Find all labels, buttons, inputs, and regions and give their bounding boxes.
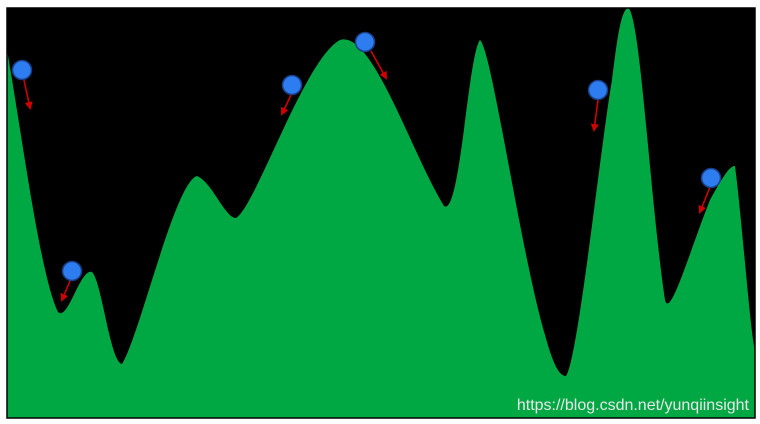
arrow-6 [698, 186, 711, 214]
plot-frame [6, 7, 756, 419]
arrow-4 [370, 50, 387, 80]
watermark-text: https://blog.csdn.net/yunqiinsight [517, 397, 750, 414]
ball-3 [281, 74, 303, 96]
arrow-2 [60, 280, 71, 302]
ball-1 [11, 59, 33, 81]
ball-2 [61, 260, 83, 282]
ball-5 [587, 79, 609, 101]
ball-6 [700, 167, 722, 189]
arrow-1 [23, 79, 33, 110]
arrows [23, 50, 711, 302]
arrow-5 [590, 99, 599, 132]
ball-4 [354, 31, 376, 53]
terrain-area [7, 8, 755, 418]
balls [11, 31, 722, 282]
arrow-3 [280, 94, 292, 116]
